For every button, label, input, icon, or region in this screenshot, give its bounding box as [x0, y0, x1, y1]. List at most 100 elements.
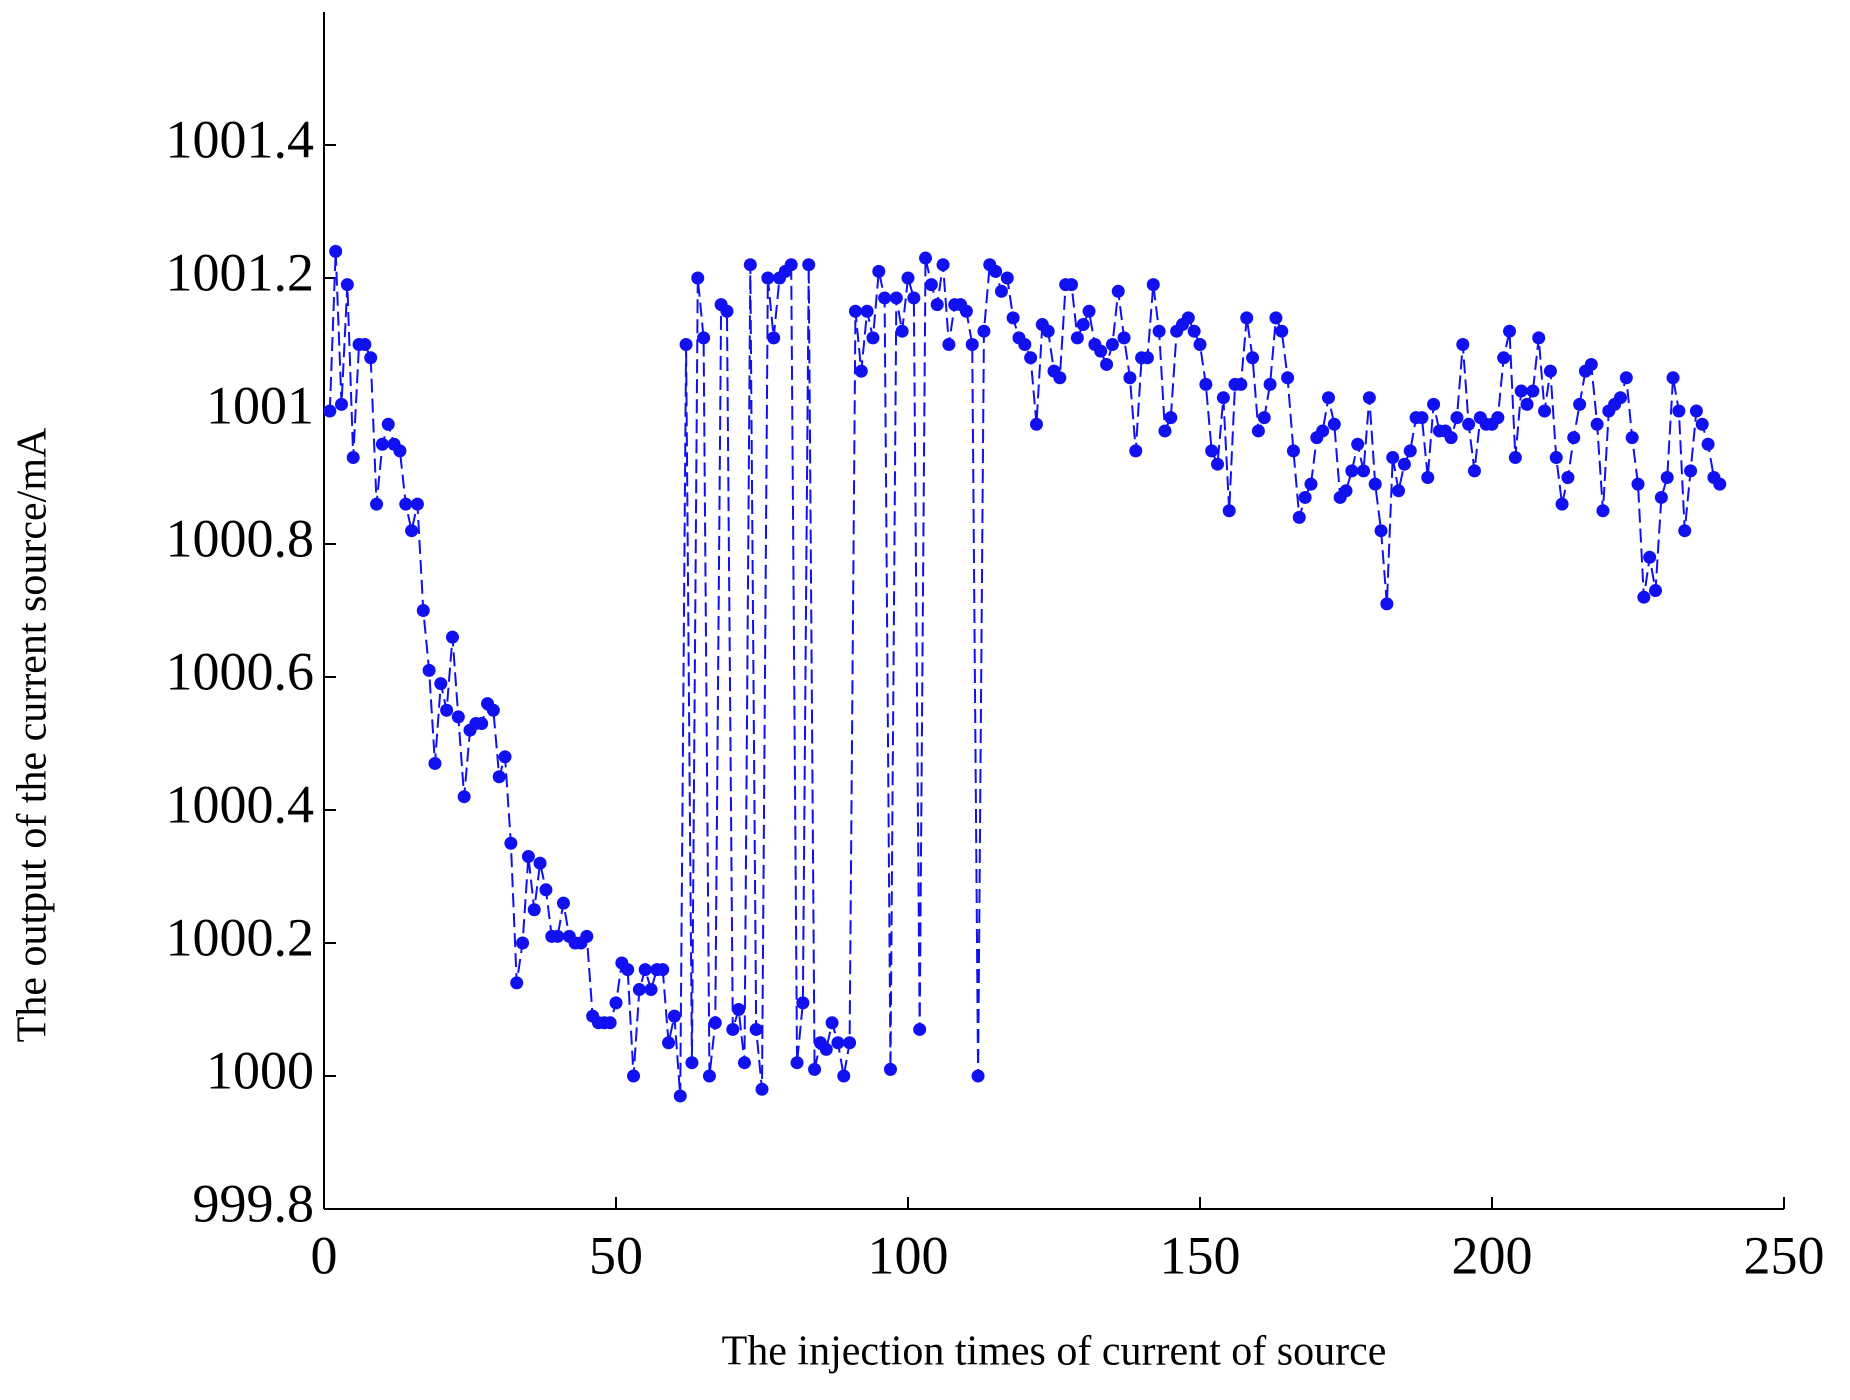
- y-tick-label: 1000.4: [166, 774, 315, 834]
- data-point: [1526, 384, 1540, 398]
- data-point: [1392, 484, 1406, 498]
- data-point: [1140, 351, 1154, 365]
- data-point: [370, 497, 384, 511]
- data-point: [632, 983, 646, 997]
- data-point: [1713, 477, 1727, 491]
- data-point: [737, 1056, 751, 1070]
- data-point: [761, 271, 775, 285]
- data-point: [1275, 324, 1289, 338]
- data-point: [1018, 338, 1032, 351]
- data-point: [1625, 431, 1639, 445]
- data-point: [1029, 417, 1043, 431]
- y-tick-label: 1000.8: [166, 508, 315, 568]
- data-point: [1695, 417, 1709, 431]
- data-point: [796, 996, 810, 1010]
- data-point: [364, 351, 378, 365]
- data-point: [837, 1069, 851, 1083]
- data-point: [434, 677, 448, 691]
- data-point: [708, 1016, 722, 1030]
- data-point: [860, 304, 874, 318]
- data-point: [843, 1036, 857, 1050]
- data-point: [1193, 338, 1207, 351]
- data-point: [977, 324, 991, 338]
- data-point: [516, 936, 530, 950]
- y-tick-label: 999.8: [193, 1173, 315, 1233]
- data-point: [1637, 590, 1651, 604]
- data-point: [901, 271, 915, 285]
- data-point: [410, 497, 424, 511]
- data-point: [1263, 377, 1277, 391]
- y-tick-label: 1001.4: [166, 109, 315, 169]
- data-point: [422, 663, 436, 677]
- data-point: [1666, 371, 1680, 385]
- data-point: [1222, 504, 1236, 518]
- x-tick-label: 0: [311, 1225, 338, 1285]
- data-point: [393, 444, 407, 458]
- x-tick-label: 250: [1744, 1225, 1825, 1285]
- data-point: [1006, 311, 1020, 325]
- data-point: [1701, 437, 1715, 451]
- data-point: [521, 850, 535, 864]
- data-point: [848, 304, 862, 318]
- data-point: [1684, 464, 1698, 478]
- data-point: [965, 338, 979, 351]
- data-point: [989, 264, 1003, 278]
- data-point: [1543, 364, 1557, 378]
- data-point: [930, 298, 944, 312]
- data-point: [1351, 437, 1365, 451]
- data-point: [1000, 271, 1014, 285]
- data-point: [1164, 411, 1178, 425]
- x-tick-label: 150: [1160, 1225, 1241, 1285]
- data-point: [749, 1022, 763, 1036]
- data-point: [1362, 391, 1376, 405]
- data-point: [1397, 457, 1411, 471]
- data-point: [1357, 464, 1371, 478]
- data-point: [1386, 451, 1400, 465]
- data-point: [1269, 311, 1283, 325]
- data-point: [1596, 504, 1610, 518]
- data-point: [375, 437, 389, 451]
- data-point: [1613, 391, 1627, 405]
- data-point: [1100, 357, 1114, 371]
- data-point: [1105, 338, 1119, 351]
- data-point: [627, 1069, 641, 1083]
- data-point: [743, 258, 757, 272]
- data-point: [1257, 411, 1271, 425]
- data-point: [539, 883, 553, 897]
- data-point: [1065, 278, 1079, 292]
- data-point: [1234, 377, 1248, 391]
- data-point: [504, 836, 518, 850]
- data-point: [1292, 510, 1306, 524]
- y-axis-label: The output of the current source/mA: [10, 427, 56, 1042]
- data-point: [329, 244, 343, 258]
- data-point: [994, 284, 1008, 298]
- data-point: [1380, 597, 1394, 611]
- data-point: [1532, 331, 1546, 345]
- data-point: [1649, 584, 1663, 598]
- data-point: [1298, 490, 1312, 504]
- data-point: [1246, 351, 1260, 365]
- data-point: [1199, 377, 1213, 391]
- data-point: [416, 604, 430, 617]
- data-point: [1520, 397, 1534, 411]
- data-point: [679, 338, 693, 351]
- data-point: [644, 983, 658, 997]
- data-point: [457, 790, 471, 804]
- data-point: [1456, 338, 1470, 351]
- data-point: [1211, 457, 1225, 471]
- data-point: [1117, 331, 1131, 345]
- data-point: [1076, 318, 1090, 332]
- data-point: [1374, 524, 1388, 538]
- data-point: [1538, 404, 1552, 418]
- data-point: [656, 963, 670, 977]
- data-point: [340, 278, 354, 292]
- data-point: [1654, 490, 1668, 504]
- data-point: [720, 304, 734, 318]
- x-tick-label: 200: [1452, 1225, 1533, 1285]
- data-point: [1146, 278, 1160, 292]
- y-tick-label: 1000.6: [166, 641, 315, 701]
- data-point: [1082, 304, 1096, 318]
- data-point: [1567, 431, 1581, 445]
- data-point: [936, 258, 950, 272]
